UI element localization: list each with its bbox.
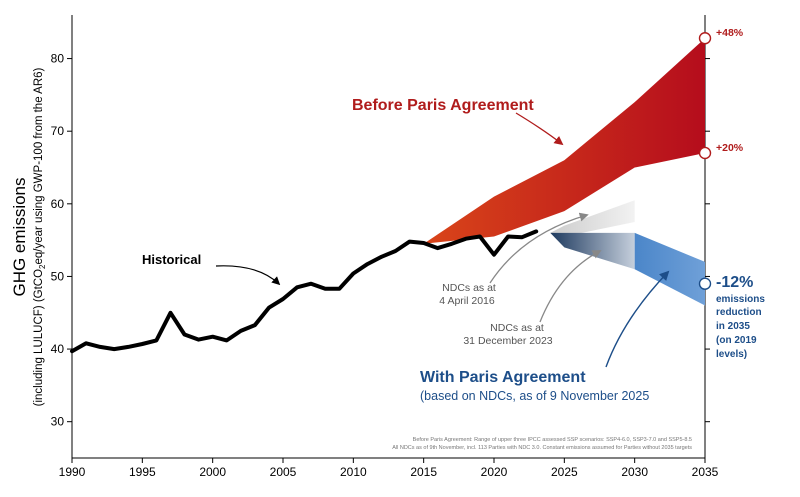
label-reduction-1: emissions xyxy=(716,294,765,305)
label-reduction-2: reduction xyxy=(716,307,762,318)
band-ndcs-2016 xyxy=(550,200,635,237)
x-tick-label: 2025 xyxy=(551,465,578,479)
y-tick-label: 50 xyxy=(51,269,65,283)
arrow-before-paris xyxy=(515,112,564,146)
label-reduction-4: (on 2019 xyxy=(716,335,757,346)
label-before-paris: Before Paris Agreement xyxy=(352,97,534,114)
band-with-paris xyxy=(634,232,705,306)
x-tick-label: 2015 xyxy=(410,465,437,479)
footnote-line2: All NDCs as of 9th November, incl. 113 P… xyxy=(392,445,692,451)
y-tick-label: 70 xyxy=(51,124,65,138)
right-axis-ticks xyxy=(705,58,710,423)
label-reduction-5: levels) xyxy=(716,349,747,360)
label-with-paris-sub: (based on NDCs, as of 9 November 2025 xyxy=(420,389,649,403)
x-tick-label: 2020 xyxy=(481,465,508,479)
series-layer xyxy=(70,38,705,354)
x-tick-label: 2000 xyxy=(199,465,226,479)
y-tick-label: 80 xyxy=(51,52,65,66)
line-historical xyxy=(70,229,539,354)
x-tick-label: 2010 xyxy=(340,465,367,479)
y-tick-label: 40 xyxy=(51,342,65,356)
label-reduction-3: in 2035 xyxy=(716,321,750,332)
marker-+20% xyxy=(698,146,712,160)
y-axis-label-sub-suffix: eq/year using GWP-100 from the AR6) xyxy=(33,67,45,264)
arrow-ndc-2023 xyxy=(539,250,602,323)
label-plus48: +48% xyxy=(716,27,744,39)
label-plus20: +20% xyxy=(716,142,744,154)
x-tick-label: 2035 xyxy=(692,465,719,479)
x-axis-ticks: 1990 1995 2000 2005 2010 2015 2020 2025 2030 2035 xyxy=(59,458,719,479)
band-ndcs-2023 xyxy=(550,232,635,270)
arrow-historical xyxy=(215,265,281,286)
annotations: Historical Before Paris Agreement NDCs a… xyxy=(142,27,765,451)
y-axis-label-sub: (including LULUCF) (GtCO2eq/year using G… xyxy=(33,67,47,406)
marker--12% xyxy=(698,277,712,290)
y-tick-label: 30 xyxy=(51,415,65,429)
band-before-paris xyxy=(423,38,705,244)
y-tick-label: 60 xyxy=(51,197,65,211)
label-minus12: -12% xyxy=(716,274,753,291)
arrow-ndc-2016 xyxy=(489,212,589,284)
label-ndc-2016-line1: NDCs as at xyxy=(442,282,496,294)
y-axis-label-sub-subscript: 2 xyxy=(38,264,47,269)
label-ndc-2016-line2: 4 April 2016 xyxy=(439,295,495,307)
y-axis-ticks: 30 40 50 60 70 80 xyxy=(51,52,72,429)
arrow-with-paris xyxy=(605,270,670,368)
markers-layer xyxy=(698,32,712,290)
footnote-line1: Before Paris Agreement: Range of upper t… xyxy=(413,437,692,443)
label-with-paris: With Paris Agreement xyxy=(420,369,586,386)
marker-+48% xyxy=(698,32,712,45)
label-historical: Historical xyxy=(142,252,201,267)
x-tick-label: 1990 xyxy=(59,465,86,479)
x-tick-label: 2005 xyxy=(270,465,297,479)
y-axis-label-sub-prefix: (including LULUCF) (GtCO xyxy=(33,269,45,406)
x-tick-label: 2030 xyxy=(621,465,648,479)
x-tick-label: 1995 xyxy=(129,465,156,479)
y-axis-label-main: GHG emissions xyxy=(10,177,29,296)
label-ndc-2023-line2: 31 December 2023 xyxy=(463,335,552,347)
label-ndc-2023-line1: NDCs as at xyxy=(490,322,544,334)
